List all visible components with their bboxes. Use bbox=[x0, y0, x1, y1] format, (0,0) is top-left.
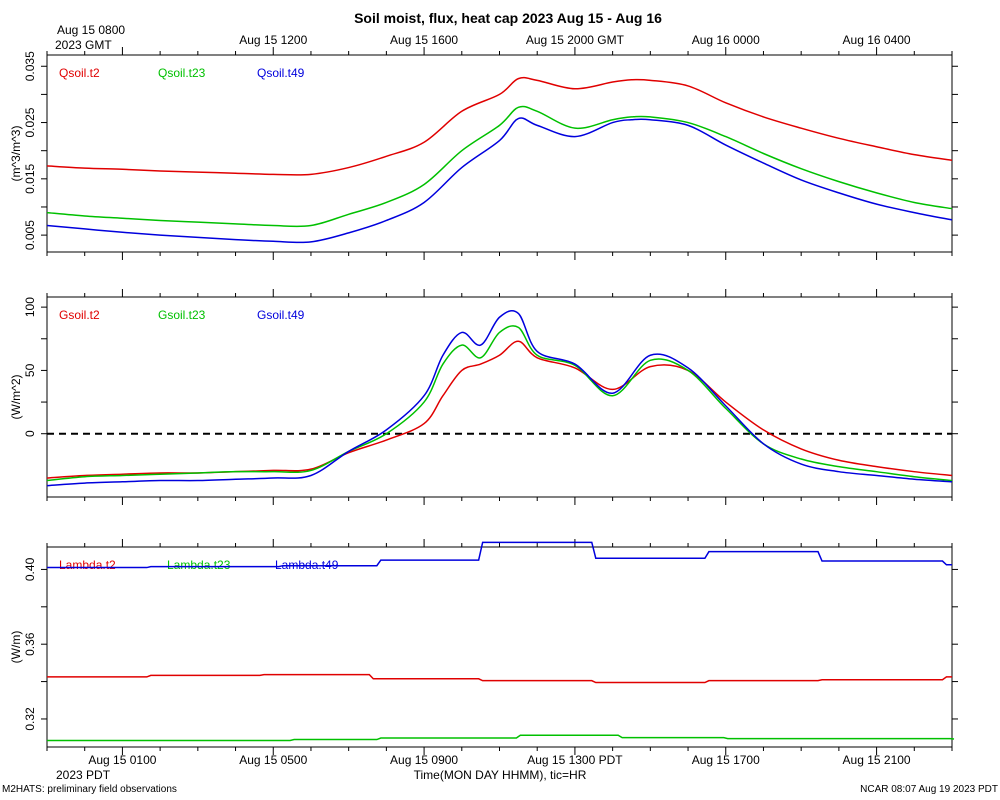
plot-frame bbox=[46, 54, 953, 253]
top-axis-first-label: Aug 15 0800 bbox=[57, 23, 125, 37]
plot-frame bbox=[46, 546, 953, 748]
series-line-gsoil-t2 bbox=[46, 340, 953, 479]
y-axis-label: (W/m^2) bbox=[9, 375, 23, 420]
footer-left: M2HATS: preliminary field observations bbox=[2, 784, 177, 795]
legend-entry: Qsoil.t23 bbox=[158, 66, 206, 80]
legend-entry: Qsoil.t2 bbox=[59, 66, 100, 80]
series-line-qsoil-t49 bbox=[46, 117, 953, 244]
legend-entry: Qsoil.t49 bbox=[257, 66, 305, 80]
series-line-gsoil-t23 bbox=[46, 325, 953, 482]
series-line-qsoil-t2 bbox=[46, 76, 953, 176]
legend-entry: Lambda.t23 bbox=[167, 558, 231, 572]
top-axis-first-year: 2023 GMT bbox=[55, 38, 112, 52]
y-tick-label: 0.025 bbox=[23, 107, 37, 137]
legend-entry: Gsoil.t23 bbox=[158, 308, 206, 322]
series-line-lambda-t49 bbox=[47, 541, 952, 569]
y-axis-label: (W/m) bbox=[9, 631, 23, 664]
footer-right: NCAR 08:07 Aug 19 2023 PDT bbox=[860, 784, 998, 795]
y-tick-label: 0.32 bbox=[23, 707, 37, 731]
series-line-lambda-t23 bbox=[47, 734, 955, 742]
y-tick-label: 100 bbox=[23, 297, 37, 317]
top-axis-label: Aug 16 0400 bbox=[843, 33, 911, 47]
top-axis-labels: Aug 15 1200 Aug 15 1600 Aug 15 2000 GMT Aug… bbox=[239, 33, 911, 47]
top-axis-label: Aug 15 1200 bbox=[239, 33, 307, 47]
conductivity-panel: 0.32 0.36 0.40 (W/m) Lambda.t2 Lambda.t23 Lamb… bbox=[9, 539, 958, 755]
top-axis-label: Aug 16 0000 bbox=[692, 33, 760, 47]
legend-entry: Gsoil.t49 bbox=[257, 308, 305, 322]
bottom-axis-label: Aug 15 1300 PDT bbox=[527, 753, 623, 767]
series-line-lambda-t2 bbox=[47, 673, 952, 684]
legend-entry: Gsoil.t2 bbox=[59, 308, 100, 322]
legend-entry: Lambda.t49 bbox=[275, 558, 339, 572]
y-axis-label: (m^3/m^3) bbox=[9, 126, 23, 182]
bottom-axis-label: Aug 15 0500 bbox=[239, 753, 307, 767]
y-tick-label: 50 bbox=[23, 363, 37, 377]
bottom-axis-label: Aug 15 1700 bbox=[692, 753, 760, 767]
top-axis-label: Aug 15 1600 bbox=[390, 33, 458, 47]
bottom-axis-label: Aug 15 0100 bbox=[88, 753, 156, 767]
bottom-axis-label: Aug 15 0900 bbox=[390, 753, 458, 767]
bottom-axis-label: Aug 15 2100 bbox=[843, 753, 911, 767]
moisture-panel: 0.005 0.015 0.025 0.035 (m^3/m^3) Qsoil.t2 Qso… bbox=[9, 47, 958, 260]
legend-entry: Lambda.t2 bbox=[59, 558, 116, 572]
chart-title: Soil moist, flux, heat cap 2023 Aug 15 -… bbox=[354, 10, 662, 26]
top-axis-label: Aug 15 2000 GMT bbox=[526, 33, 625, 47]
bottom-axis-labels: Aug 15 0100 Aug 15 0500 Aug 15 0900 Aug 15 … bbox=[88, 753, 911, 767]
plot-frame bbox=[46, 296, 953, 498]
series-line-gsoil-t49 bbox=[46, 310, 953, 487]
x-axis-label: Time(MON DAY HHMM), tic=HR bbox=[414, 768, 587, 782]
flux-panel: 0 50 100 (W/m^2) Gsoil.t2 Gsoil.t23 Gsoil.t49 bbox=[9, 289, 958, 505]
series-line-qsoil-t23 bbox=[46, 105, 953, 228]
bottom-axis-year: 2023 PDT bbox=[56, 768, 111, 782]
y-tick-label: 0 bbox=[23, 430, 37, 437]
y-tick-label: 0.40 bbox=[23, 557, 37, 581]
y-tick-label: 0.36 bbox=[23, 632, 37, 656]
y-tick-label: 0.005 bbox=[23, 220, 37, 250]
y-tick-label: 0.015 bbox=[23, 163, 37, 193]
y-tick-label: 0.035 bbox=[23, 51, 37, 81]
